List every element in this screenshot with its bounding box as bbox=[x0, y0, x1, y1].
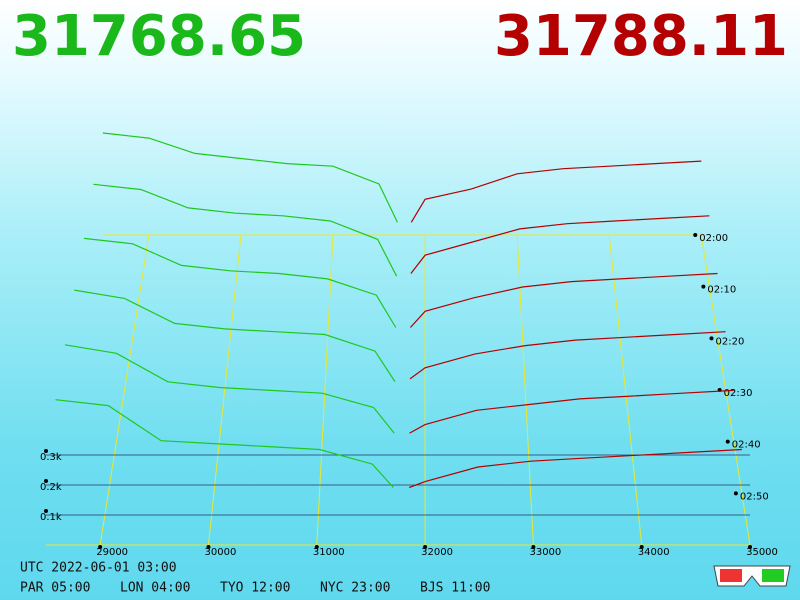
time-label: 02:20 bbox=[716, 336, 745, 347]
tick-dot bbox=[639, 545, 644, 549]
bid-depth bbox=[102, 132, 398, 223]
time-label: 02:10 bbox=[707, 285, 736, 296]
bid-depth bbox=[64, 344, 395, 434]
time-label: 02:00 bbox=[699, 233, 728, 244]
zone-time: PAR 05:00 bbox=[20, 581, 90, 596]
ask-depth bbox=[410, 215, 710, 274]
time-label: 02:40 bbox=[732, 440, 761, 451]
zone-time: LON 04:00 bbox=[120, 581, 190, 596]
utc-time: UTC 2022-06-01 03:00 bbox=[20, 561, 177, 576]
time-dot bbox=[709, 336, 714, 341]
time-label: 02:50 bbox=[740, 491, 769, 502]
grid: 29000 30000 31000 32000 33000 34000 35000 0.1k 0… bbox=[40, 234, 778, 558]
glasses-icon bbox=[713, 565, 791, 587]
grid-line bbox=[700, 234, 751, 546]
bid-depth bbox=[55, 399, 394, 488]
zone-time: TYO 12:00 bbox=[220, 581, 290, 596]
tick-dot bbox=[206, 545, 211, 549]
time-dot bbox=[693, 233, 698, 237]
x-tick-label: 30000 bbox=[205, 547, 237, 558]
x-tick-label: 31000 bbox=[313, 547, 345, 558]
time-dot bbox=[733, 491, 738, 496]
tick-dot bbox=[98, 545, 103, 549]
grid-line bbox=[316, 234, 334, 546]
ask-depth bbox=[409, 331, 726, 380]
x-tick-label: 34000 bbox=[638, 547, 670, 558]
tick-dot bbox=[44, 509, 48, 513]
y-tick-label: 0.2k bbox=[40, 482, 62, 493]
x-tick-label: 35000 bbox=[746, 547, 778, 558]
ask-depth bbox=[409, 389, 734, 434]
grid-line bbox=[99, 234, 150, 546]
best-bid: 31768.65 bbox=[12, 4, 306, 69]
y-tick-label: 0.1k bbox=[40, 512, 62, 523]
best-ask: 31788.11 bbox=[494, 4, 788, 69]
ask-depth bbox=[410, 160, 702, 223]
bid-depth bbox=[74, 289, 396, 383]
tick-dot bbox=[314, 545, 319, 549]
grid-line bbox=[516, 234, 534, 546]
grid-line bbox=[207, 234, 242, 546]
time-label: 02:30 bbox=[724, 388, 753, 399]
bid-depth bbox=[93, 183, 398, 277]
x-tick-label: 33000 bbox=[529, 547, 561, 558]
bid-depth bbox=[83, 237, 397, 328]
x-tick-label: 29000 bbox=[96, 547, 128, 558]
ask-depth bbox=[409, 272, 718, 328]
time-dot bbox=[725, 439, 730, 444]
tick-dot bbox=[44, 479, 48, 483]
zone-time: BJS 11:00 bbox=[420, 581, 490, 596]
y-tick-label: 0.3k bbox=[40, 452, 62, 463]
tick-dot bbox=[531, 545, 536, 549]
tick-dot bbox=[748, 545, 752, 549]
tick-dot bbox=[423, 545, 428, 549]
ask-depth bbox=[408, 448, 742, 489]
grid-line bbox=[608, 234, 643, 546]
tick-dot bbox=[44, 449, 48, 453]
time-dot bbox=[701, 284, 706, 289]
x-tick-label: 32000 bbox=[421, 547, 453, 558]
zone-time: NYC 23:00 bbox=[320, 581, 390, 596]
